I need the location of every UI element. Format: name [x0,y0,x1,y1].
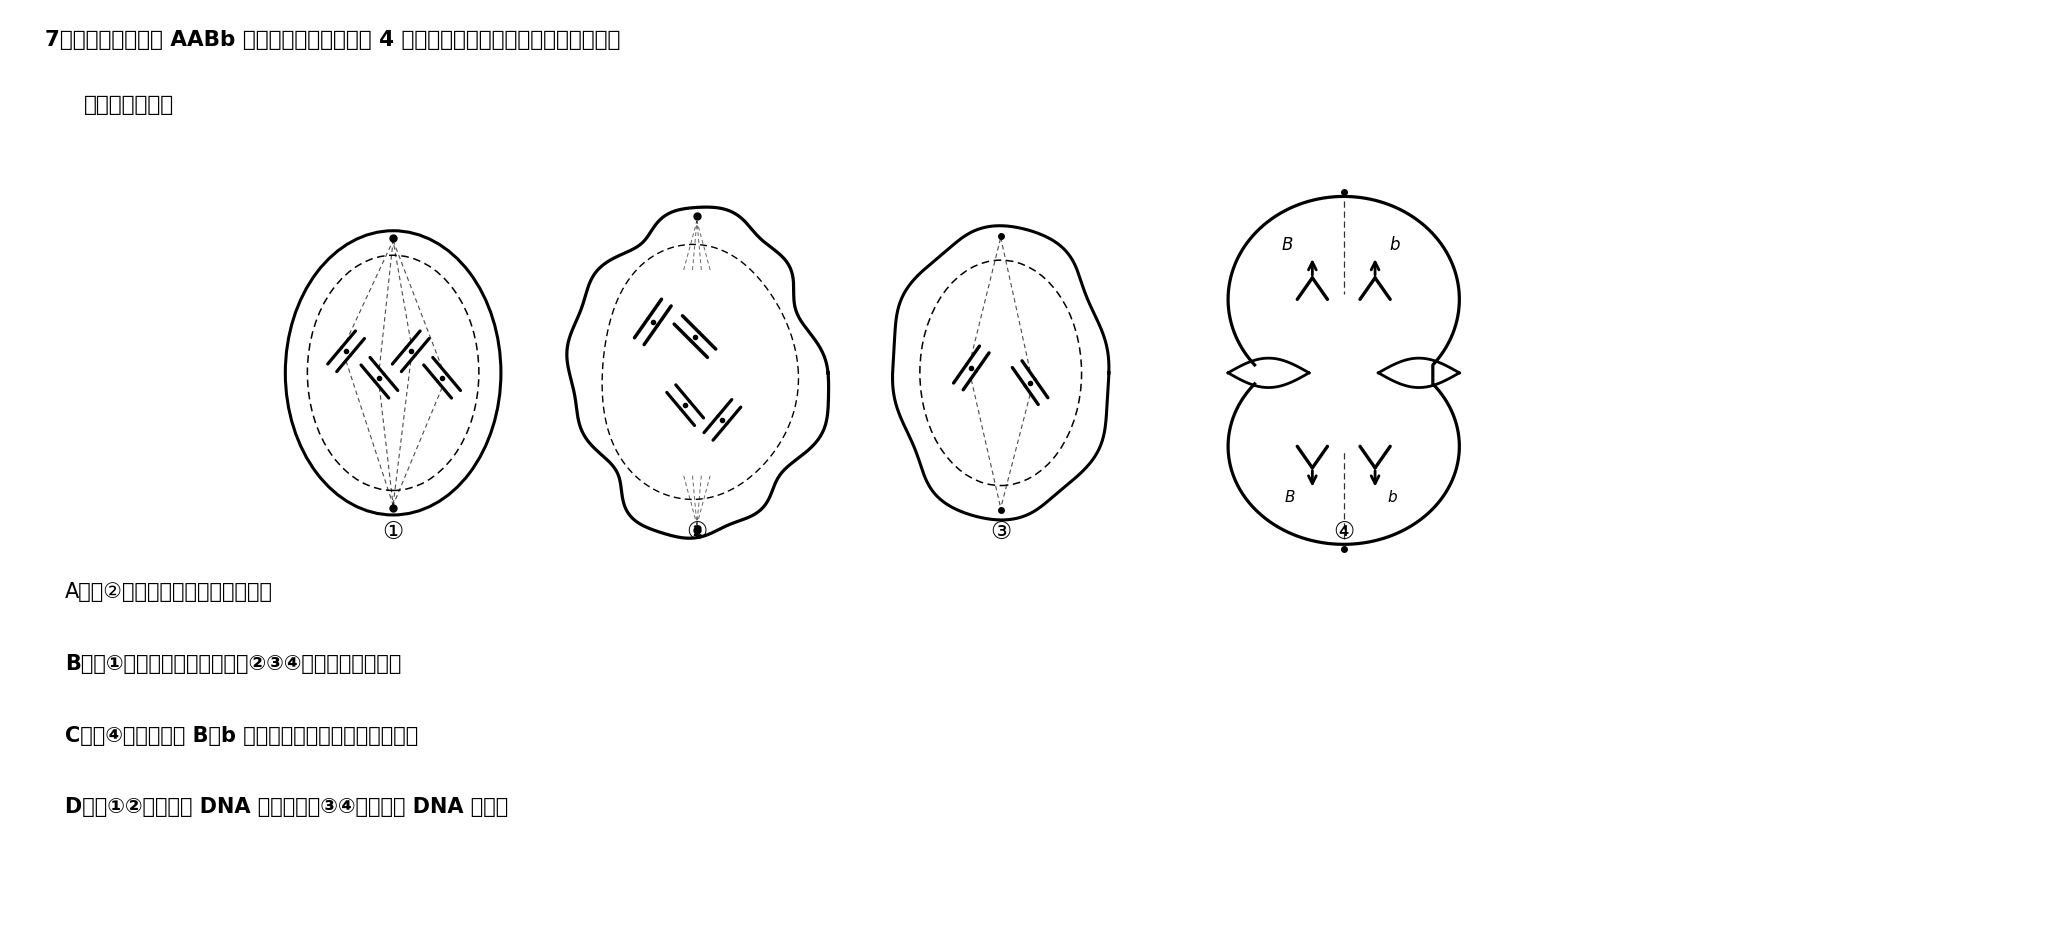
Text: B: B [1280,236,1293,255]
Text: D．图①②细胞的核 DNA 数相同，图③④细胞的核 DNA 数不同: D．图①②细胞的核 DNA 数相同，图③④细胞的核 DNA 数不同 [64,797,508,817]
Text: b: b [1388,490,1397,505]
Text: B．图①细胞进行有丝分裂，图②③④细胞进行减数分裂: B．图①细胞进行有丝分裂，图②③④细胞进行减数分裂 [64,654,402,674]
Text: ①: ① [383,519,404,544]
Text: C．图④细胞中出现 B、b 基因的原因是发生了染色体变异: C．图④细胞中出现 B、b 基因的原因是发生了染色体变异 [64,726,419,745]
Text: A．图②细胞的名称是初级精母细胞: A．图②细胞的名称是初级精母细胞 [64,582,274,602]
Text: b: b [1390,236,1401,255]
Text: ②: ② [686,519,707,544]
Text: B: B [1285,490,1295,505]
Text: 7．下列是基因型为 AABb 的某二倍体哺乳动物的 4 个细胞分裂模式图。据图分析下列有关: 7．下列是基因型为 AABb 的某二倍体哺乳动物的 4 个细胞分裂模式图。据图分… [46,30,622,50]
Text: ③: ③ [990,519,1011,544]
Text: 叙述，正确的是: 叙述，正确的是 [85,95,174,116]
Text: ④: ④ [1332,519,1355,544]
